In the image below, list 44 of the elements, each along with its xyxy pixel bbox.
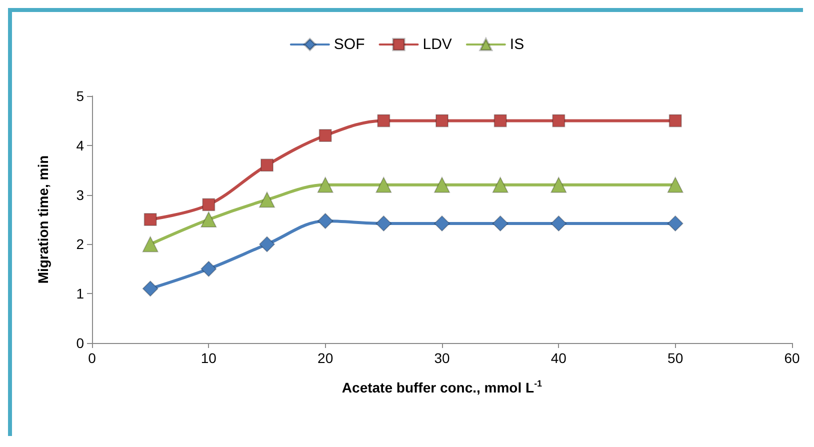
legend-label: LDV (422, 36, 452, 53)
y-tick-label: 0 (76, 335, 84, 351)
point (550, 176, 567, 193)
point (318, 129, 332, 142)
point (377, 114, 390, 128)
point (667, 215, 684, 232)
legend-label: SOF (334, 36, 365, 53)
point (200, 260, 217, 277)
point (667, 176, 684, 193)
point (200, 212, 217, 228)
x-tick-label: 50 (668, 350, 684, 366)
x-tick-label: 60 (784, 350, 800, 366)
point (550, 215, 567, 232)
y-axis-title: Migration time, min (35, 155, 51, 284)
point (142, 280, 158, 297)
point (259, 192, 275, 208)
legend-label: IS (510, 36, 524, 53)
x-tick-label: 10 (200, 350, 217, 366)
y-tick-label: 4 (76, 137, 84, 154)
y-tick-label: 1 (76, 286, 84, 302)
point (668, 114, 682, 128)
point (494, 114, 507, 128)
point (260, 158, 274, 172)
point (376, 215, 392, 232)
point (552, 114, 566, 128)
point (144, 213, 157, 226)
x-tick-label: 20 (318, 350, 334, 366)
point (376, 176, 392, 193)
point (259, 236, 275, 252)
point (317, 176, 334, 193)
point (434, 176, 450, 193)
point (142, 236, 158, 252)
y-tick-label: 2 (76, 236, 84, 252)
x-tick-label: 0 (88, 350, 96, 366)
point (436, 114, 448, 128)
x-tick-label: 30 (434, 350, 450, 366)
x-tick-label: 40 (550, 350, 567, 366)
y-tick-label: 3 (76, 186, 84, 203)
point (492, 215, 508, 232)
point (317, 212, 334, 229)
point (434, 215, 450, 232)
point (492, 176, 508, 193)
y-tick-label: 5 (76, 88, 84, 104)
point (202, 198, 216, 212)
